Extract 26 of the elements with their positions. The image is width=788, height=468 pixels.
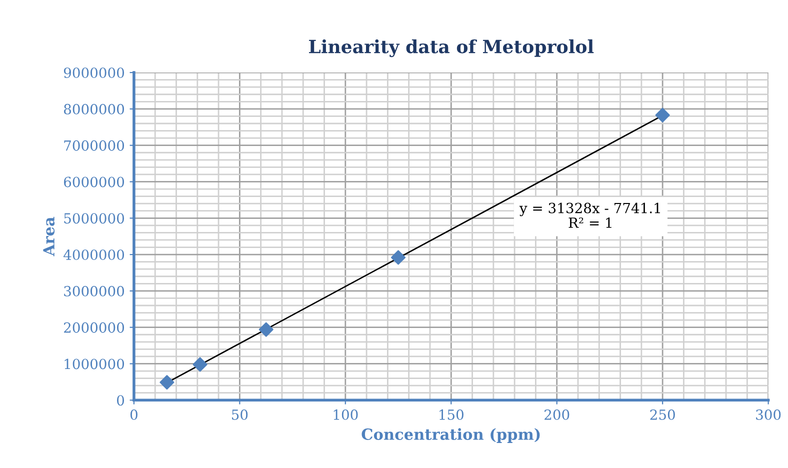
y-tick-label: 7000000 xyxy=(64,140,124,151)
x-axis-title: Concentration (ppm) xyxy=(362,428,540,443)
x-tick-label: 300 xyxy=(756,409,781,420)
y-tick-label: 6000000 xyxy=(64,176,124,188)
point xyxy=(390,250,406,265)
y-tick-label: 9000000 xyxy=(64,68,124,78)
chart-title: Linearity data of Metoprolol xyxy=(309,39,594,58)
y-axis-title: Area xyxy=(43,216,55,256)
point xyxy=(655,108,670,122)
point xyxy=(160,375,174,390)
y-tick-label: 5000000 xyxy=(64,213,124,224)
point xyxy=(192,357,208,372)
y-tick-label: 4000000 xyxy=(64,250,124,260)
annotation: y = 31328x - 7741.1 R² = 1 xyxy=(519,202,660,228)
x-tick-label: 250 xyxy=(650,409,675,420)
y-tick-label: 3000000 xyxy=(64,286,124,296)
x-tick-label: 50 xyxy=(232,409,248,420)
y-tick-label: 2000000 xyxy=(64,322,124,333)
x-tick-label: 200 xyxy=(544,409,570,420)
y-tick-label: 8000000 xyxy=(64,104,124,114)
y-tick-label: 1000000 xyxy=(64,358,124,370)
point xyxy=(258,322,274,337)
x-tick-label: 0 xyxy=(130,409,138,420)
x-tick-label: 100 xyxy=(334,409,358,420)
y-tick-label: 0 xyxy=(117,395,124,406)
x-tick-label: 150 xyxy=(440,409,464,420)
